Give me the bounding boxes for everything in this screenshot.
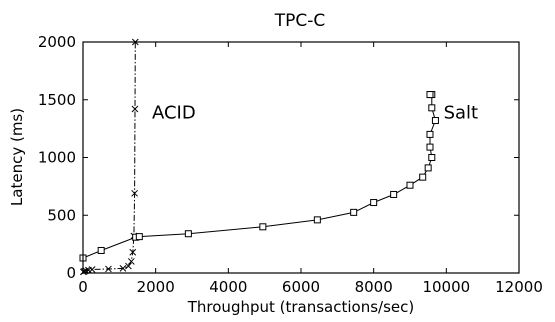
data-point-salt	[426, 143, 434, 151]
data-point-acid	[105, 265, 112, 273]
x-tick-label: 12000	[495, 278, 543, 296]
data-point-salt	[431, 117, 439, 125]
data-point-salt	[419, 173, 427, 181]
y-tick-label: 1000	[38, 149, 76, 167]
data-point-salt	[390, 190, 398, 198]
x-tick-label: 6000	[282, 278, 320, 296]
data-point-salt	[406, 181, 414, 189]
data-point-salt	[428, 154, 436, 161]
x-axis: 0 2000 4000 6000 8000 10000 12000	[78, 42, 543, 296]
data-point-acid	[88, 266, 96, 273]
annotation-acid: ACID	[152, 102, 196, 123]
data-point-salt	[97, 246, 105, 254]
data-point-acid	[127, 258, 135, 265]
x-tick-label: 10000	[422, 278, 470, 296]
data-point-acid	[125, 262, 132, 270]
data-point-acid	[131, 189, 138, 197]
data-point-salt	[259, 223, 267, 231]
plot-frame	[82, 41, 520, 274]
data-point-salt	[313, 216, 321, 224]
x-tick-label: 0	[78, 278, 88, 296]
plot-area	[79, 38, 439, 276]
y-axis-label: Latency (ms)	[8, 108, 26, 206]
data-point-acid	[131, 105, 139, 113]
chart-title: TPC-C	[274, 11, 326, 31]
annotation-salt: Salt	[444, 102, 479, 123]
series-line-acid	[83, 41, 136, 273]
y-tick-label: 2000	[38, 33, 76, 51]
data-point-salt	[426, 91, 434, 99]
y-tick-label: 500	[47, 206, 76, 224]
y-axis: 0 500 1000 1500 2000	[38, 33, 519, 282]
x-tick-label: 8000	[355, 278, 393, 296]
data-point-salt	[184, 230, 192, 238]
data-point-salt	[135, 233, 143, 241]
data-point-acid	[129, 248, 137, 256]
annotations: ACID Salt	[152, 102, 478, 123]
x-tick-label: 2000	[137, 278, 175, 296]
y-tick-label: 1500	[38, 91, 76, 109]
y-tick-label: 0	[66, 264, 76, 282]
data-point-salt	[426, 130, 434, 138]
x-axis-label: Throughput (transactions/sec)	[187, 298, 415, 316]
data-point-salt	[424, 164, 432, 172]
data-point-salt	[370, 199, 378, 207]
data-point-salt	[428, 104, 436, 112]
data-point-salt	[350, 208, 358, 216]
data-point-acid	[119, 265, 127, 272]
x-tick-label: 4000	[209, 278, 247, 296]
